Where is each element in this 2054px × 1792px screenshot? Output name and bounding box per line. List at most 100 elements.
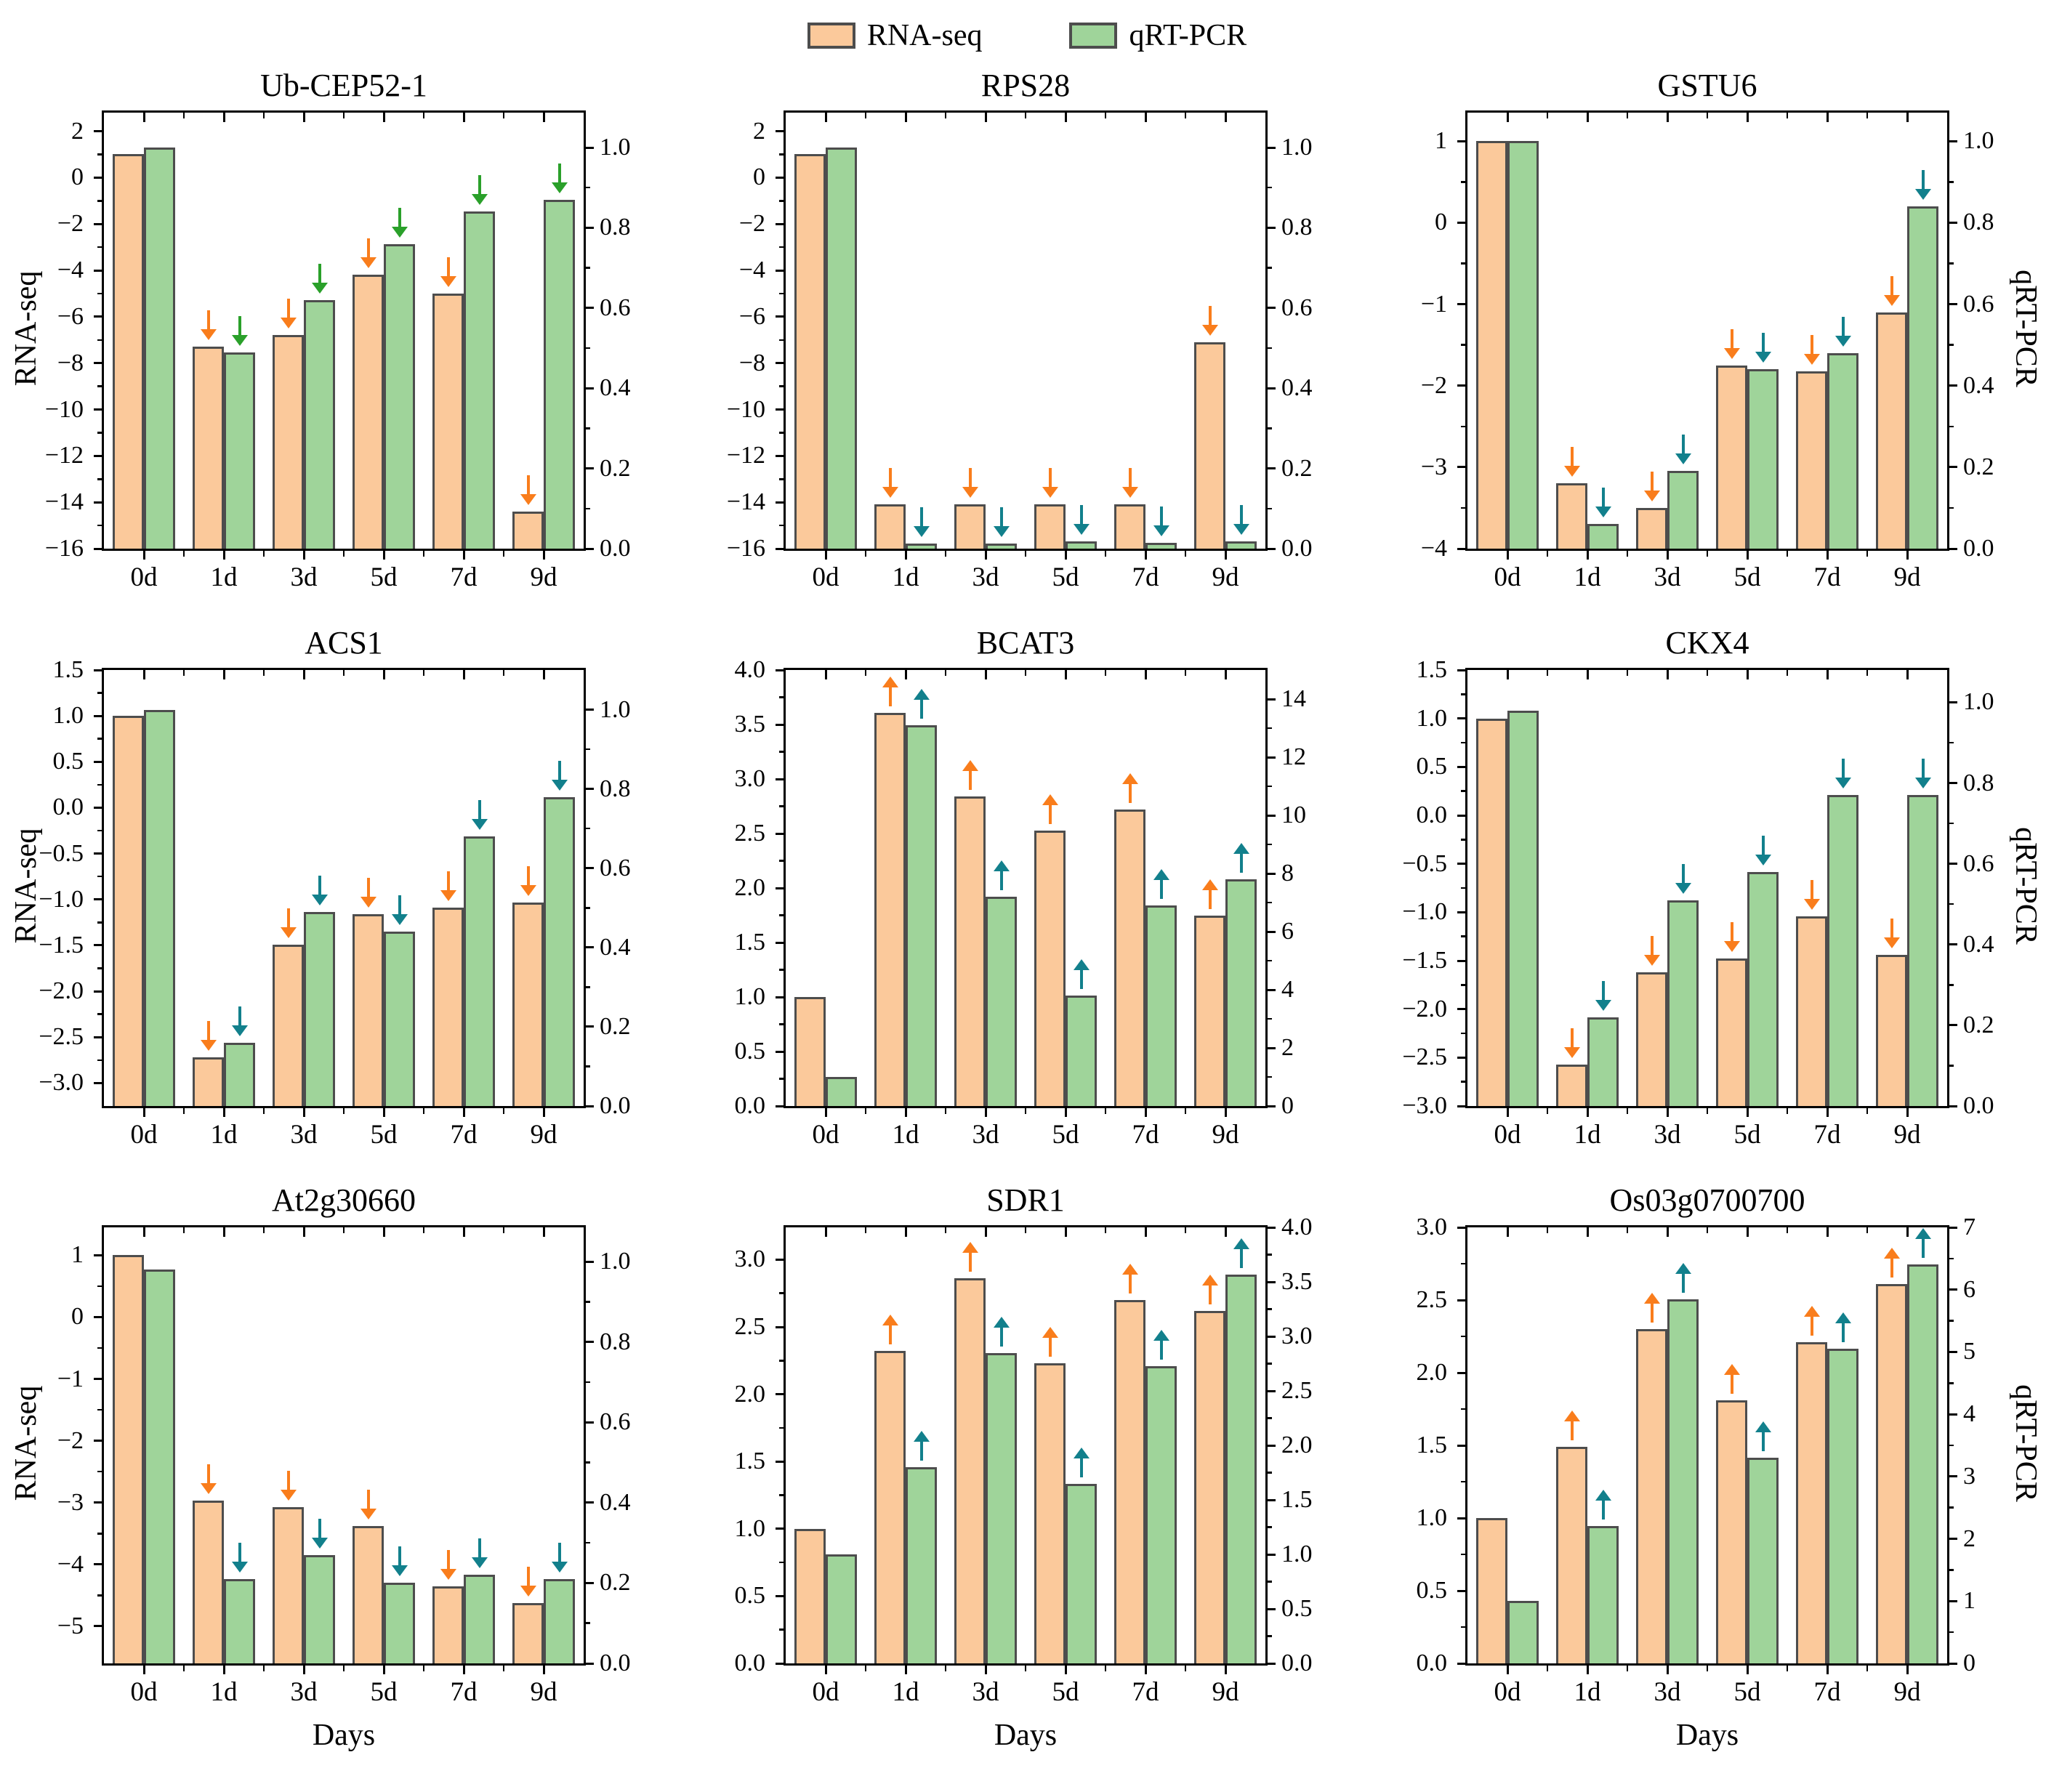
top-axis-minor-tick [182,670,185,676]
right-axis-tick [1268,1444,1276,1447]
x-tick-label: 9d [1212,1677,1239,1707]
top-axis-minor-tick [1546,113,1549,118]
left-axis-minor-tick [1461,1408,1465,1410]
x-axis-tick [1586,1666,1589,1674]
x-tick-label: 7d [1132,562,1159,592]
arrow-stem [398,895,401,915]
arrow-stem [1048,1337,1052,1357]
right-axis-minor-tick [586,1461,590,1464]
left-axis-tick-label: 2.5 [734,1313,766,1341]
right-axis-title: qRT-PCR [2009,1384,2042,1502]
right-axis-tick-label: 0.6 [600,854,631,881]
bar-rna-seq [1476,141,1507,549]
left-axis-tick-label: 1.0 [1416,1504,1448,1531]
up-arrow-icon [1563,1410,1580,1440]
left-axis-tick-label: 0.0 [52,794,84,821]
bar-rna-seq [1194,915,1225,1106]
right-axis-tick-label: 2.0 [1281,1432,1313,1458]
top-axis-minor-tick [342,670,345,676]
down-arrow-icon [1723,922,1740,953]
bar-rna-seq [273,1506,304,1663]
right-axis-tick [1949,1538,1957,1541]
left-axis-tick-label: −2 [57,210,84,238]
arrow-stem [1730,328,1733,349]
left-axis-minor-tick [1461,1335,1465,1338]
right-axis-tick [1949,303,1957,306]
left-axis-minor-tick [779,1494,784,1496]
right-axis-tick [1949,943,1957,946]
x-tick-label: 3d [972,1120,999,1150]
arrow-stem [557,1542,561,1562]
left-axis-tick-label: 1.5 [734,1448,766,1475]
down-arrow-icon [1834,759,1851,789]
left-axis-tick-label: 0 [753,164,765,191]
arrow-head [360,257,376,269]
right-axis-minor-tick [586,507,590,510]
down-arrow-icon [280,1470,297,1501]
arrow-stem [398,207,401,227]
right-axis-tick [586,788,594,791]
bar-rna-seq [1876,955,1907,1106]
x-tick-label: 9d [1212,562,1239,592]
left-axis-minor-tick [97,246,102,249]
top-axis-tick [222,1227,225,1237]
arrow-head [1803,898,1820,910]
arrow-head [1042,1327,1058,1339]
arrow-head [1643,1293,1660,1304]
top-axis-minor-tick [182,113,185,118]
left-axis-tick-label: 3.5 [734,711,766,738]
bar-qrt-pcr [384,1583,415,1663]
top-axis-tick [984,670,987,679]
left-axis-minor-tick [97,921,102,924]
left-axis-tick-label: 1.0 [1416,704,1448,732]
right-axis-minor-tick [1949,1320,1954,1322]
top-axis-tick [1506,113,1509,122]
up-arrow-icon [1643,1293,1660,1323]
left-axis-tick-label: 1 [71,1241,84,1269]
top-axis-minor-tick [1626,670,1629,676]
down-arrow-icon [1595,488,1611,518]
up-arrow-icon [1042,1327,1058,1357]
chart-panel-rps28: RPS28 2 0 −2 −4 −6 −8 −10 −12 −14 −16 1.0 0.8 0.6 0.4 0… [689,65,1365,607]
bar-qrt-pcr [986,897,1017,1106]
left-axis-tick-label: −2.0 [39,977,84,1005]
up-arrow-icon [1201,879,1218,909]
left-axis-minor-tick [1461,839,1465,841]
right-axis-tick [1949,863,1957,865]
down-arrow-icon [882,468,898,499]
x-axis-title: Days [994,1719,1058,1752]
down-arrow-icon [200,1021,217,1052]
x-axis-minor-tick [1184,1108,1187,1114]
right-axis-tick [1949,701,1957,703]
left-axis-minor-tick [97,200,102,202]
bar-qrt-pcr [1667,900,1699,1106]
right-axis-tick [586,146,594,149]
right-axis-tick [1949,1475,1957,1478]
left-axis-minor-tick [779,200,784,202]
arrow-head [1675,453,1691,465]
left-axis-minor-tick [779,1360,784,1362]
right-axis-tick [1949,1105,1957,1107]
top-axis-minor-tick [864,670,867,676]
chart-title: At2g30660 [272,1182,416,1218]
bar-rna-seq [1034,1363,1066,1663]
right-axis-tick-label: 0.8 [600,214,631,241]
top-axis-tick [1586,113,1589,122]
right-axis-minor-tick [1949,1506,1954,1509]
arrow-head [1643,955,1660,966]
right-axis-minor-tick [1268,1472,1272,1474]
left-axis-minor-tick [97,1347,102,1349]
arrow-head [882,676,898,687]
top-axis-tick [1506,670,1509,679]
right-axis-tick [1268,226,1276,229]
left-axis-tick [776,778,784,780]
x-axis-minor-tick [502,1108,505,1114]
right-axis-tick-label: 6 [1963,1275,1976,1303]
arrow-head [1153,1329,1169,1341]
arrow-stem [446,871,450,892]
arrow-head [551,182,568,193]
x-axis-tick [904,551,907,560]
x-tick-label: 1d [892,1120,919,1150]
left-axis-tick-label: −0.5 [39,839,84,867]
right-axis-tick [586,387,594,390]
